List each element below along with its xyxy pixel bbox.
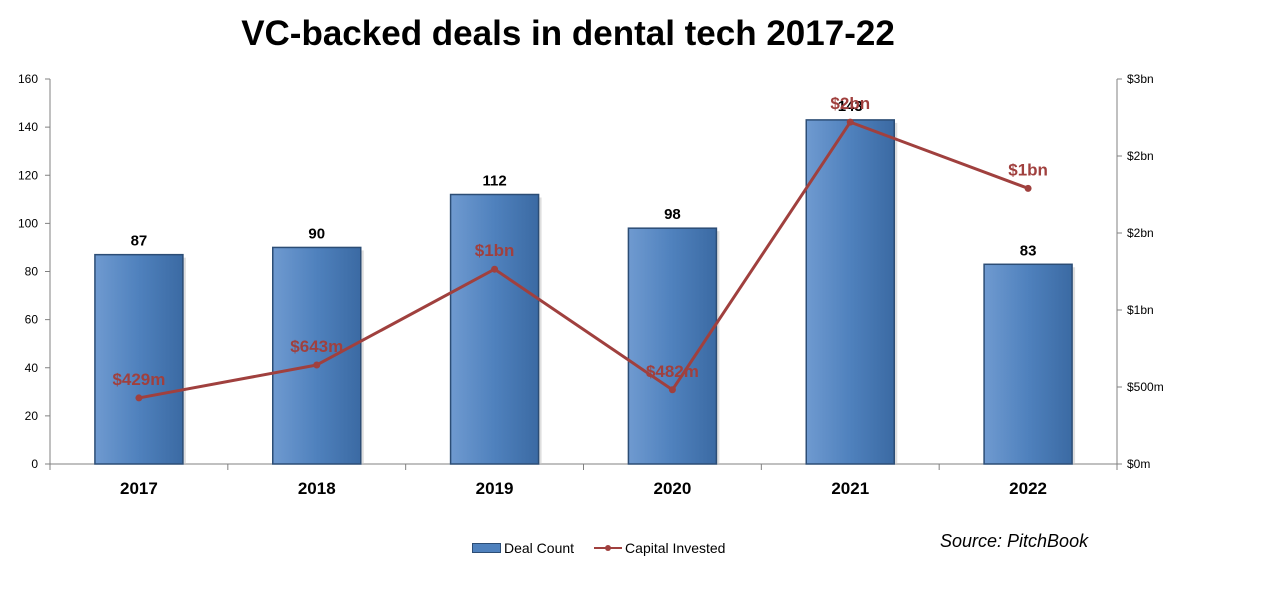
x-tick-label: 2022 [1009, 479, 1047, 498]
x-tick-label: 2019 [476, 479, 514, 498]
bar-value-label: 98 [664, 206, 681, 223]
bar-value-label: 143 [838, 98, 863, 115]
y-right-tick-label: $1bn [1127, 303, 1154, 317]
bar [805, 119, 895, 465]
bar-value-label: 90 [308, 225, 325, 242]
y-left-tick-label: 160 [18, 72, 38, 86]
line-point [313, 361, 321, 369]
y-left-tick-label: 40 [25, 361, 39, 375]
legend-bar-label: Deal Count [504, 540, 575, 556]
line-point [135, 394, 143, 402]
chart-title: VC-backed deals in dental tech 2017-22 [241, 14, 895, 53]
y-right-tick-label: $3bn [1127, 72, 1154, 86]
bar-value-label: 112 [482, 173, 506, 190]
line-point [491, 265, 499, 273]
y-left-tick-label: 140 [18, 120, 38, 134]
data-labels: 87 90 112 98 143 83 $429m $643m $1bn $482m $2bn $1b… [112, 94, 1047, 389]
bar-value-label: 83 [1020, 242, 1037, 259]
y-right-tick-label: $500m [1127, 380, 1164, 394]
line-value-label: $482m [646, 362, 699, 381]
legend-line-label: Capital Invested [625, 540, 726, 556]
legend-bar-swatch [472, 543, 501, 553]
line-value-label: $429m [112, 370, 165, 389]
line-point [846, 118, 854, 126]
y-left-tick-label: 100 [18, 216, 38, 230]
chart-axes: 0 20 40 60 80 100 120 140 160 $0m $500m $1bn $2bn $2b… [18, 72, 1164, 498]
y-right-tick-label: $2bn [1127, 226, 1154, 240]
bar [94, 253, 184, 465]
line-value-label: $643m [290, 337, 343, 356]
y-left-tick-label: 80 [25, 265, 39, 279]
bar [272, 246, 362, 465]
bar [983, 263, 1073, 465]
y-left-tick-label: 20 [25, 409, 39, 423]
source-note: Source: PitchBook [940, 531, 1089, 551]
line-value-label: $1bn [1008, 160, 1048, 179]
x-tick-label: 2018 [298, 479, 336, 498]
y-left-tick-label: 120 [18, 168, 38, 182]
capital-line [138, 120, 1029, 400]
line-value-label: $2bn [830, 94, 870, 113]
line-point [668, 386, 676, 394]
line-series [135, 118, 1032, 402]
chart-legend: Deal Count Capital Invested [472, 540, 725, 556]
bar-value-label: 87 [131, 233, 148, 250]
y-left-tick-label: 60 [25, 313, 39, 327]
bar [449, 193, 540, 465]
line-point [1024, 184, 1032, 192]
y-right-tick-label: $2bn [1127, 149, 1154, 163]
x-tick-label: 2017 [120, 479, 158, 498]
line-value-label: $1bn [475, 241, 515, 260]
x-tick-label: 2020 [654, 479, 692, 498]
y-left-tick-label: 0 [31, 457, 38, 471]
bar-series [94, 119, 1076, 465]
x-tick-label: 2021 [831, 479, 869, 498]
legend-line-swatch [594, 542, 623, 554]
y-right-tick-label: $0m [1127, 457, 1150, 471]
